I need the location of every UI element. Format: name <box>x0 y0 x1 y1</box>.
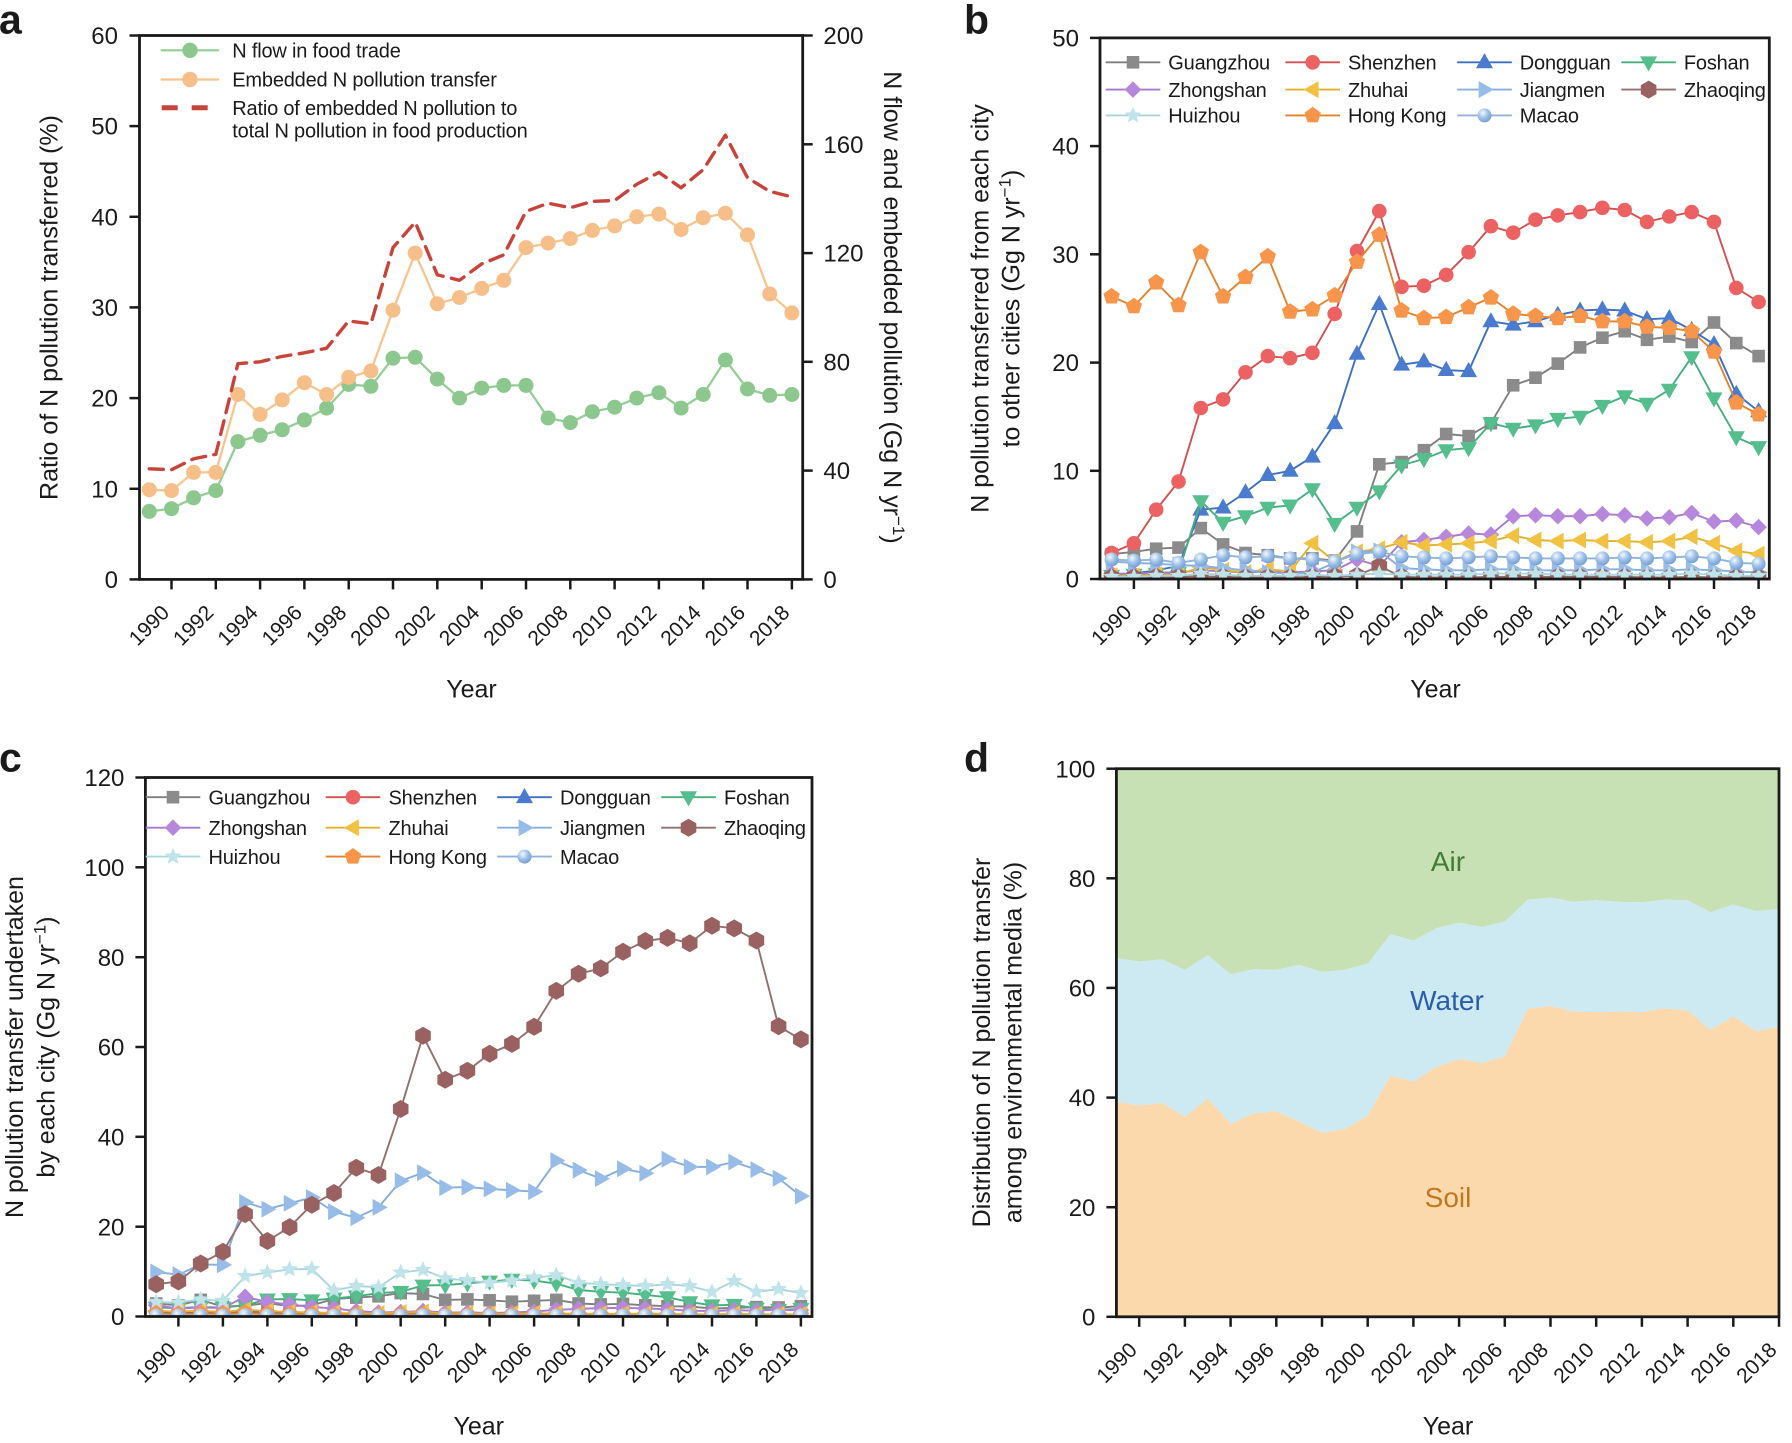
svg-text:80: 80 <box>823 349 850 376</box>
svg-text:20: 20 <box>1052 350 1079 377</box>
svg-text:Huizhou: Huizhou <box>209 847 281 869</box>
svg-text:60: 60 <box>91 23 118 50</box>
svg-text:Zhongshan: Zhongshan <box>1168 80 1266 102</box>
svg-text:40: 40 <box>1069 1085 1096 1112</box>
svg-text:Shenzhen: Shenzhen <box>1348 53 1436 75</box>
svg-text:a: a <box>0 0 23 42</box>
svg-text:Dongguan: Dongguan <box>560 787 651 809</box>
svg-text:N pollution transferred from e: N pollution transferred from each city <box>967 104 995 513</box>
svg-text:d: d <box>964 735 989 781</box>
svg-text:0: 0 <box>1066 567 1079 594</box>
svg-text:N flow in food trade: N flow in food trade <box>232 41 400 63</box>
svg-text:30: 30 <box>1052 242 1079 269</box>
svg-text:Year: Year <box>453 1413 504 1441</box>
svg-text:80: 80 <box>98 945 125 972</box>
svg-text:Air: Air <box>1431 846 1465 877</box>
svg-text:Macao: Macao <box>560 847 619 869</box>
svg-text:60: 60 <box>1069 976 1096 1003</box>
svg-text:Shenzhen: Shenzhen <box>389 787 477 809</box>
svg-text:Ratio of embedded N pollution: Ratio of embedded N pollution to <box>232 98 517 120</box>
svg-text:total N pollution in food prod: total N pollution in food production <box>232 120 527 142</box>
svg-text:0: 0 <box>111 1304 124 1331</box>
svg-text:40: 40 <box>823 458 850 485</box>
svg-text:40: 40 <box>91 204 118 231</box>
svg-text:100: 100 <box>84 855 124 882</box>
svg-text:Water: Water <box>1410 985 1484 1016</box>
svg-text:Hong Kong: Hong Kong <box>389 847 487 869</box>
svg-text:Foshan: Foshan <box>1684 53 1750 75</box>
svg-text:Foshan: Foshan <box>724 787 790 809</box>
svg-text:50: 50 <box>91 114 118 141</box>
svg-text:40: 40 <box>1052 134 1079 161</box>
svg-text:Distribution of N pollution tr: Distribution of N pollution transfer <box>968 858 996 1228</box>
svg-text:100: 100 <box>1055 756 1095 783</box>
svg-text:Huizhou: Huizhou <box>1168 106 1240 128</box>
svg-text:among environmental media (%): among environmental media (%) <box>1000 862 1028 1223</box>
svg-text:Zhaoqing: Zhaoqing <box>1684 80 1766 102</box>
svg-text:Year: Year <box>446 676 497 704</box>
svg-text:Embedded N pollution transfer: Embedded N pollution transfer <box>232 70 497 92</box>
svg-text:Zhaoqing: Zhaoqing <box>724 818 806 840</box>
svg-text:120: 120 <box>823 241 863 268</box>
svg-text:30: 30 <box>91 295 118 322</box>
svg-text:200: 200 <box>823 23 863 50</box>
svg-text:Hong Kong: Hong Kong <box>1348 106 1446 128</box>
svg-text:10: 10 <box>91 476 118 503</box>
svg-text:Guangzhou: Guangzhou <box>1168 53 1270 75</box>
svg-text:Year: Year <box>1423 1413 1474 1441</box>
svg-text:20: 20 <box>98 1214 125 1241</box>
svg-text:Macao: Macao <box>1520 106 1579 128</box>
svg-text:N flow and embedded pollution: N flow and embedded pollution (Gg N yr−1… <box>878 71 909 543</box>
svg-text:c: c <box>0 735 22 781</box>
svg-text:160: 160 <box>823 132 863 159</box>
svg-text:60: 60 <box>98 1035 125 1062</box>
svg-text:Dongguan: Dongguan <box>1520 53 1611 75</box>
svg-text:120: 120 <box>84 765 124 792</box>
svg-text:Year: Year <box>1410 676 1461 704</box>
svg-text:N pollution transfer undertake: N pollution transfer undertaken <box>1 876 29 1218</box>
svg-text:50: 50 <box>1052 26 1079 53</box>
svg-text:40: 40 <box>98 1124 125 1151</box>
svg-text:by each city (Gg N yr−1): by each city (Gg N yr−1) <box>30 916 61 1177</box>
svg-text:20: 20 <box>91 386 118 413</box>
svg-text:Zhongshan: Zhongshan <box>209 818 307 840</box>
svg-text:Jiangmen: Jiangmen <box>1520 80 1605 102</box>
svg-text:Zhuhai: Zhuhai <box>389 818 449 840</box>
svg-text:Ratio of N pollution transferr: Ratio of N pollution transferred (%) <box>36 115 64 500</box>
svg-text:20: 20 <box>1069 1195 1096 1222</box>
svg-text:0: 0 <box>823 567 836 594</box>
svg-text:0: 0 <box>105 567 118 594</box>
svg-text:b: b <box>964 0 989 42</box>
svg-text:to other cities (Gg N yr−1): to other cities (Gg N yr−1) <box>995 170 1026 448</box>
svg-text:Jiangmen: Jiangmen <box>560 818 645 840</box>
svg-text:Zhuhai: Zhuhai <box>1348 80 1408 102</box>
svg-text:80: 80 <box>1069 866 1096 893</box>
svg-text:Guangzhou: Guangzhou <box>209 787 311 809</box>
svg-text:10: 10 <box>1052 458 1079 485</box>
svg-text:0: 0 <box>1082 1304 1095 1331</box>
svg-text:Soil: Soil <box>1425 1182 1472 1213</box>
